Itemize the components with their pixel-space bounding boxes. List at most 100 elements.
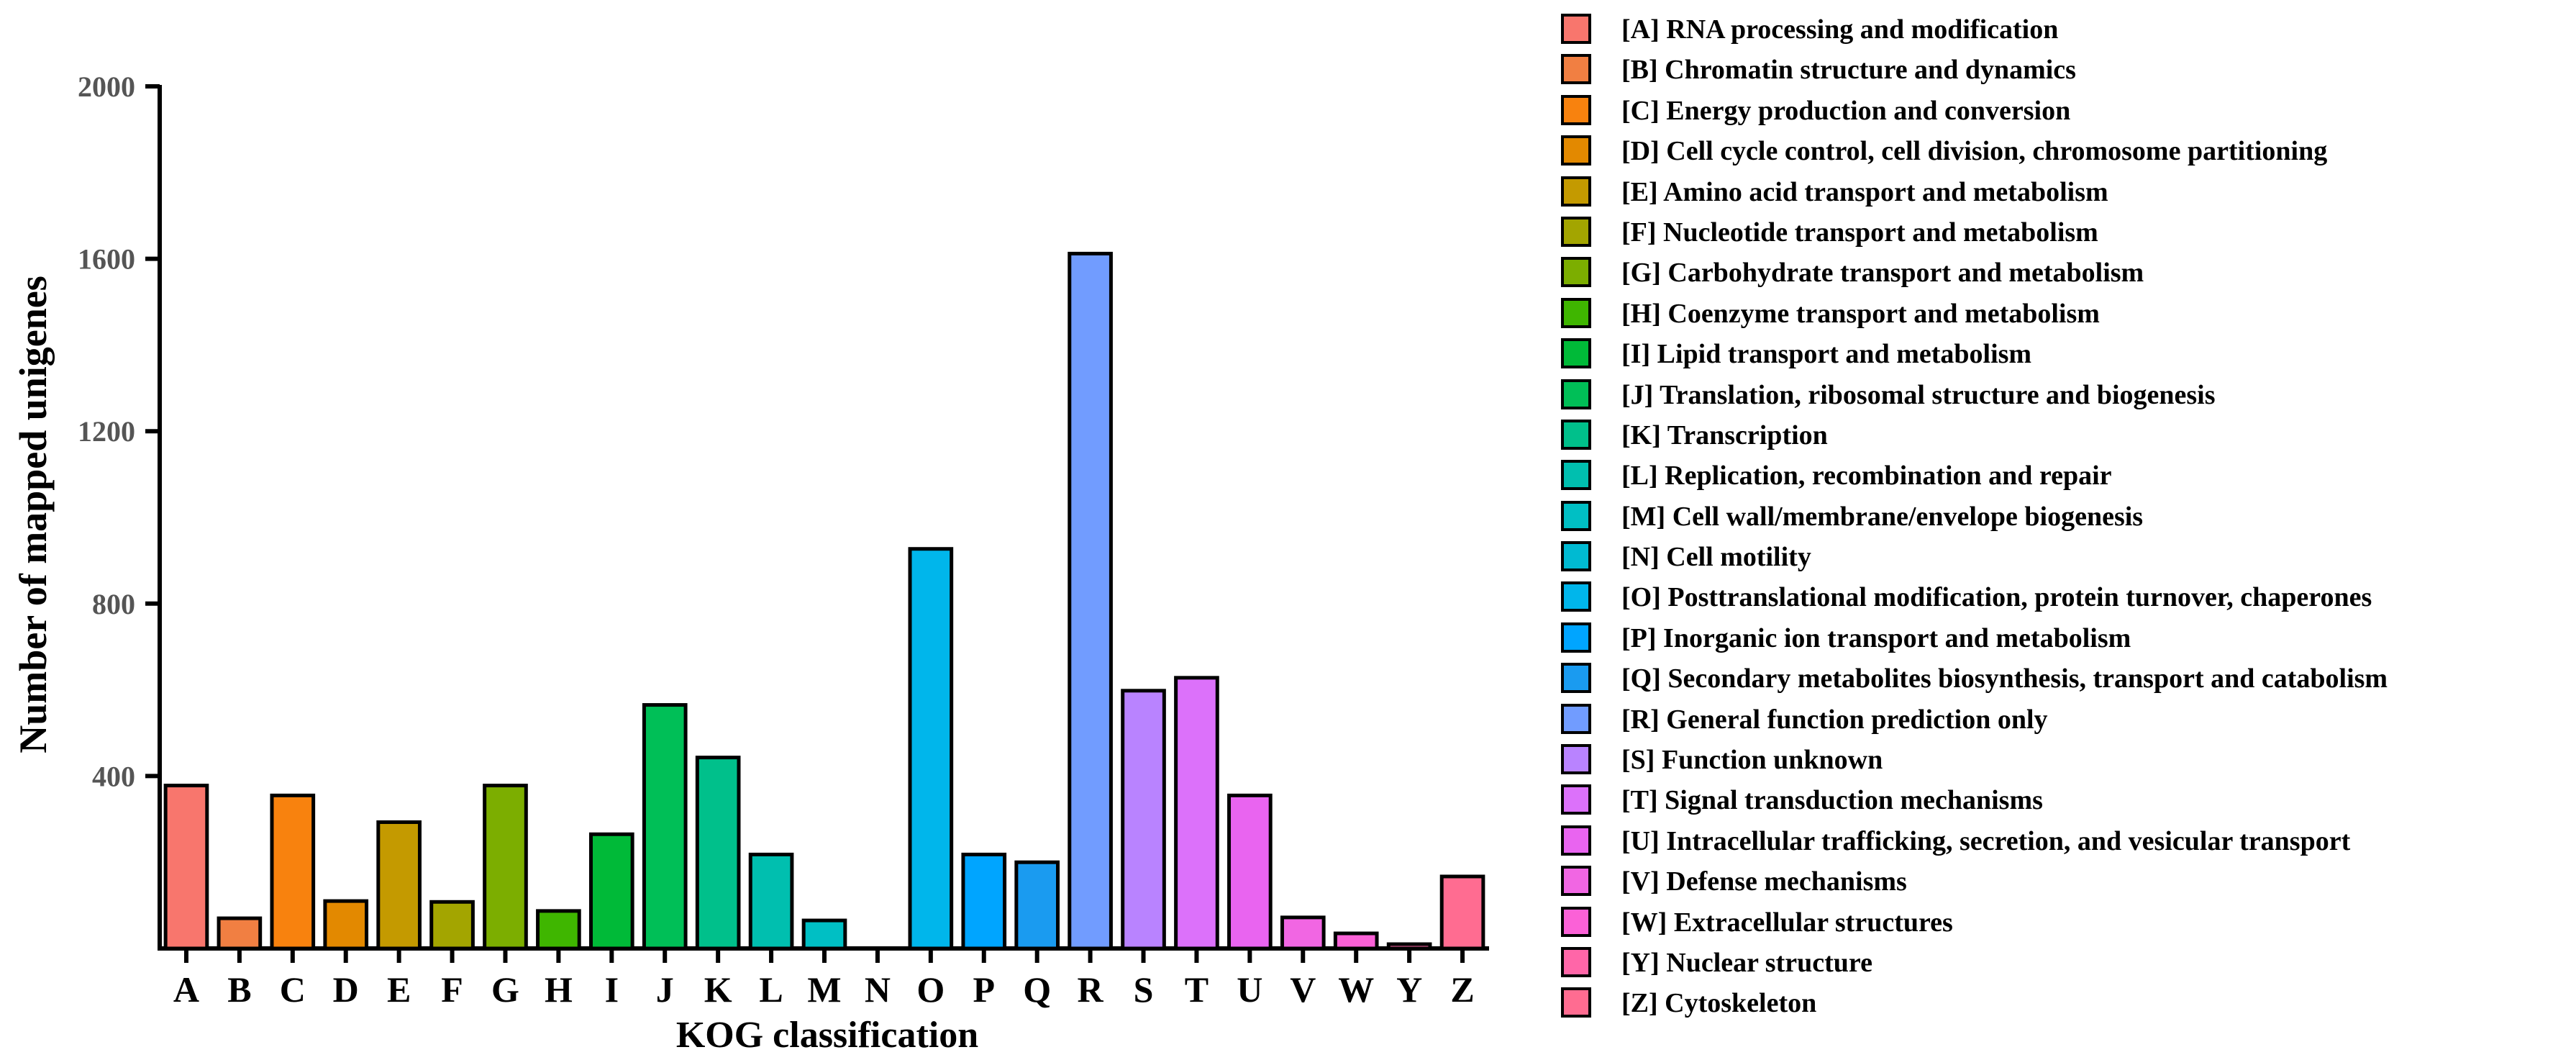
legend-item: [D] Cell cycle control, cell division, ch…: [1561, 133, 2572, 173]
legend-swatch: [1561, 379, 1591, 409]
legend-swatch: [1561, 338, 1591, 369]
legend-key: [L]: [1621, 461, 1658, 492]
x-tick-label-t: T: [1185, 969, 1209, 1010]
legend-item: [A] RNA processing and modification: [1561, 12, 2572, 52]
legend-item: [W] Extracellular structures: [1561, 905, 2572, 945]
bar-d: [323, 899, 369, 951]
legend-item: [U] Intracellular trafficking, secretion,…: [1561, 823, 2572, 864]
bar-b: [217, 916, 263, 951]
bar-j: [642, 703, 688, 951]
y-axis-label: Number of mapped unigenes: [12, 276, 55, 753]
legend-key: [J]: [1621, 379, 1654, 410]
legend-item: [F] Nucleotide transport and metabolism: [1561, 214, 2572, 255]
bar-w: [1333, 931, 1379, 951]
legend-key: [D]: [1621, 136, 1660, 167]
legend-description: Translation, ribosomal structure and bio…: [1660, 379, 2216, 410]
legend-item: [H] Coenzyme transport and metabolism: [1561, 296, 2572, 336]
legend-swatch: [1561, 987, 1591, 1018]
legend-label: [O] Posttranslational modification, prote…: [1621, 579, 2372, 615]
x-tick-label-d: D: [333, 969, 359, 1010]
legend-label: [L] Replication, recombination and repair: [1621, 458, 2112, 494]
bar-h: [536, 909, 581, 951]
legend-description: Energy production and conversion: [1666, 95, 2071, 126]
legend-item: [G] Carbohydrate transport and metabolism: [1561, 255, 2572, 295]
x-tick-label-q: Q: [1023, 969, 1051, 1010]
legend-key: [W]: [1621, 907, 1667, 938]
legend-key: [R]: [1621, 704, 1660, 735]
bar-i: [588, 832, 634, 951]
x-tick-label-l: L: [759, 969, 783, 1010]
legend-description: Inorganic ion transport and metabolism: [1663, 622, 2131, 653]
legend-label: [G] Carbohydrate transport and metabolism: [1621, 255, 2144, 291]
legend-key: [E]: [1621, 176, 1658, 207]
legend-description: Nuclear structure: [1666, 947, 1872, 978]
x-tick-label-r: R: [1078, 969, 1104, 1010]
legend-swatch: [1561, 825, 1591, 856]
legend-swatch: [1561, 663, 1591, 694]
legend-item: [Y] Nuclear structure: [1561, 945, 2572, 985]
legend-description: Coenzyme transport and metabolism: [1667, 298, 2100, 329]
legend-key: [Q]: [1621, 663, 1661, 694]
legend-item: [Z] Cytoskeleton: [1561, 985, 2572, 1025]
legend-key: [F]: [1621, 217, 1657, 248]
bar-t: [1174, 676, 1219, 951]
legend-item: [V] Defense mechanisms: [1561, 864, 2572, 904]
legend-swatch: [1561, 176, 1591, 207]
legend-swatch: [1561, 54, 1591, 85]
legend-item: [I] Lipid transport and metabolism: [1561, 336, 2572, 376]
legend-key: [T]: [1621, 785, 1658, 816]
legend-description: Carbohydrate transport and metabolism: [1667, 258, 2144, 289]
legend-key: [M]: [1621, 501, 1666, 532]
legend-description: Nucleotide transport and metabolism: [1663, 217, 2098, 248]
legend-swatch: [1561, 784, 1591, 815]
x-tick-label-j: J: [656, 969, 674, 1010]
legend-description: Defense mechanisms: [1666, 866, 1907, 897]
legend-label: [T] Signal transduction mechanisms: [1621, 782, 2043, 818]
y-tick-label: 1600: [78, 243, 135, 276]
legend-label: [N] Cell motility: [1621, 539, 1811, 575]
y-tick-label: 2000: [78, 71, 135, 103]
bar-s: [1121, 689, 1166, 951]
bar-v: [1280, 915, 1326, 951]
x-tick-label-v: V: [1290, 969, 1316, 1010]
legend-key: [Z]: [1621, 988, 1658, 1019]
bar-o: [908, 547, 954, 951]
legend-description: Extracellular structures: [1673, 907, 1953, 938]
legend-key: [K]: [1621, 420, 1661, 450]
legend-swatch: [1561, 257, 1591, 288]
legend-item: [L] Replication, recombination and repair: [1561, 458, 2572, 498]
y-axis: 400 800 1200 1600 2000: [78, 71, 162, 950]
legend-swatch: [1561, 216, 1591, 247]
legend-label: [U] Intracellular trafficking, secretion,…: [1621, 823, 2350, 859]
bar-c: [270, 793, 316, 951]
x-axis-label: KOG classification: [676, 1015, 978, 1056]
legend-label: [B] Chromatin structure and dynamics: [1621, 52, 2076, 88]
bar-f: [429, 900, 475, 951]
x-tick-label-i: I: [605, 969, 619, 1010]
legend-description: Amino acid transport and metabolism: [1663, 176, 2108, 207]
legend-swatch: [1561, 703, 1591, 734]
x-tick-label-w: W: [1338, 969, 1374, 1010]
legend-key: [V]: [1621, 866, 1660, 897]
legend-item: [R] General function prediction only: [1561, 702, 2572, 742]
legend-label: [M] Cell wall/membrane/envelope biogenesi…: [1621, 499, 2143, 535]
x-tick-label-n: N: [865, 969, 891, 1010]
legend-label: [E] Amino acid transport and metabolism: [1621, 174, 2108, 210]
bar-m: [801, 918, 847, 951]
legend-key: [G]: [1621, 258, 1661, 289]
legend-label: [A] RNA processing and modification: [1621, 12, 2058, 47]
legend-swatch: [1561, 622, 1591, 653]
bars: [163, 251, 1485, 951]
legend-swatch: [1561, 297, 1591, 328]
legend-item: [J] Translation, ribosomal structure and …: [1561, 377, 2572, 417]
legend-label: [I] Lipid transport and metabolism: [1621, 336, 2031, 372]
x-tick-label-m: M: [807, 969, 841, 1010]
legend-key: [A]: [1621, 14, 1660, 45]
legend-swatch: [1561, 906, 1591, 937]
legend-item: [T] Signal transduction mechanisms: [1561, 782, 2572, 823]
legend-key: [N]: [1621, 542, 1660, 573]
legend-description: Cell cycle control, cell division, chrom…: [1666, 136, 2328, 167]
x-tick-label-g: G: [491, 969, 519, 1010]
